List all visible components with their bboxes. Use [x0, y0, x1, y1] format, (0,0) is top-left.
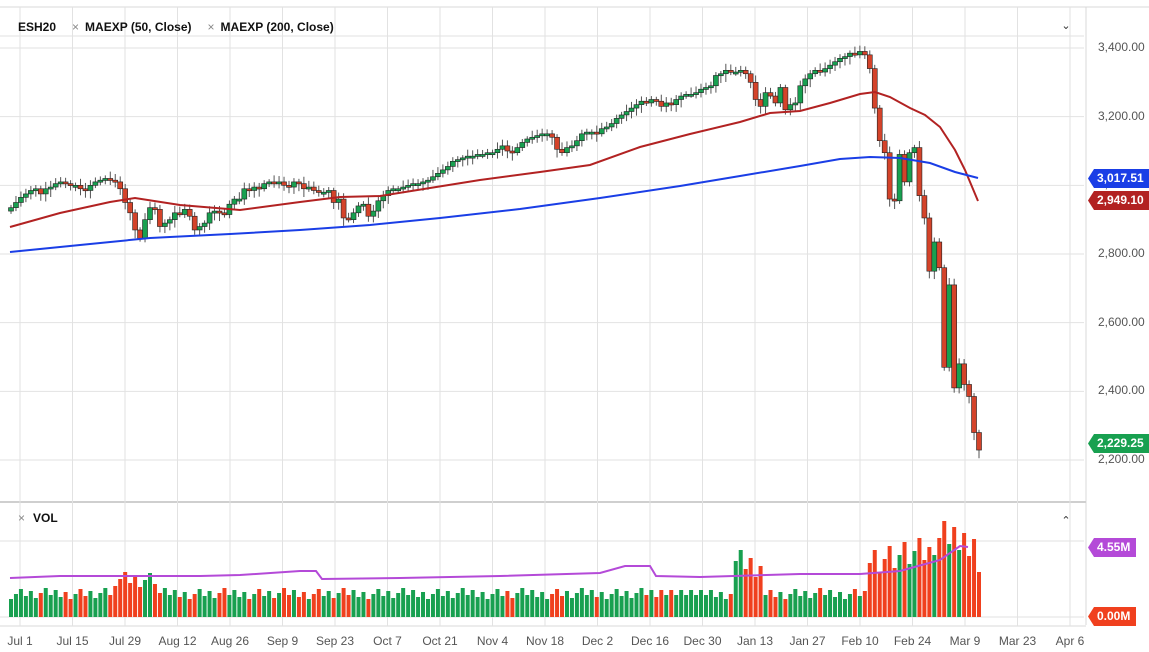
candlestick-series	[8, 45, 982, 459]
indicator-ma200-label: MAEXP (200, Close)	[220, 20, 334, 34]
x-axis-label: Aug 26	[210, 634, 250, 648]
x-axis-label: Jul 15	[56, 634, 89, 648]
ma200-line	[9, 155, 979, 253]
ma50-line	[9, 90, 979, 228]
volume-legend: × VOL	[18, 511, 58, 525]
volume-ma-tag: 4.55M	[1088, 538, 1137, 557]
last-price-tag: 2,229.25	[1088, 434, 1149, 453]
y-axis-label: 2,800.00	[1098, 246, 1145, 260]
remove-indicator-icon[interactable]: ×	[207, 20, 215, 34]
x-axis-label: Jul 29	[108, 634, 142, 648]
y-axis-label: 3,400.00	[1098, 40, 1145, 54]
x-axis-label: Sep 23	[315, 634, 355, 648]
x-axis-label: Dec 30	[683, 634, 722, 648]
chart-legend: ESH20 × MAEXP (50, Close) × MAEXP (200, …	[18, 17, 334, 37]
x-axis-label: Aug 12	[158, 634, 197, 648]
x-axis-label: Nov 4	[476, 634, 509, 648]
indicator-ma50-label: MAEXP (50, Close)	[85, 20, 192, 34]
remove-volume-icon[interactable]: ×	[18, 511, 26, 525]
volume-last-tag: 0.00M	[1088, 607, 1137, 626]
x-axis-label: Nov 18	[525, 634, 565, 648]
x-axis-label: Feb 10	[841, 634, 879, 648]
ma50-price-tag: 2,949.10	[1088, 191, 1149, 210]
x-axis-label: Dec 16	[630, 634, 670, 648]
symbol-label: ESH20	[18, 20, 57, 34]
x-axis-label: Oct 21	[422, 634, 458, 648]
expand-chevron-up-icon[interactable]: ⌃	[1061, 515, 1071, 527]
collapse-chevron-down-icon[interactable]: ⌄	[1061, 20, 1071, 32]
y-axis-label: 2,200.00	[1098, 452, 1145, 466]
x-axis-label: Jan 13	[736, 634, 774, 648]
remove-indicator-icon[interactable]: ×	[72, 20, 80, 34]
x-axis-label: Jul 1	[7, 634, 33, 648]
y-axis-label: 3,200.00	[1098, 108, 1145, 123]
x-axis-label: Feb 24	[893, 634, 932, 648]
x-axis-label: Mar 23	[998, 634, 1037, 648]
y-axis-label: 2,600.00	[1098, 314, 1145, 329]
y-axis-label: 2,400.00	[1098, 383, 1145, 398]
volume-label: VOL	[33, 511, 58, 525]
x-axis-label: Jan 27	[789, 634, 826, 648]
x-axis-label: Sep 9	[266, 634, 299, 648]
volume-series	[9, 521, 981, 617]
x-axis-label: Oct 7	[373, 634, 402, 648]
ma200-price-tag: 3,017.51	[1088, 169, 1149, 188]
volume-ma-line	[9, 544, 969, 581]
x-axis-label: Apr 6	[1055, 634, 1085, 648]
x-axis-label: Mar 9	[949, 634, 981, 648]
x-axis-label: Dec 2	[581, 634, 614, 648]
